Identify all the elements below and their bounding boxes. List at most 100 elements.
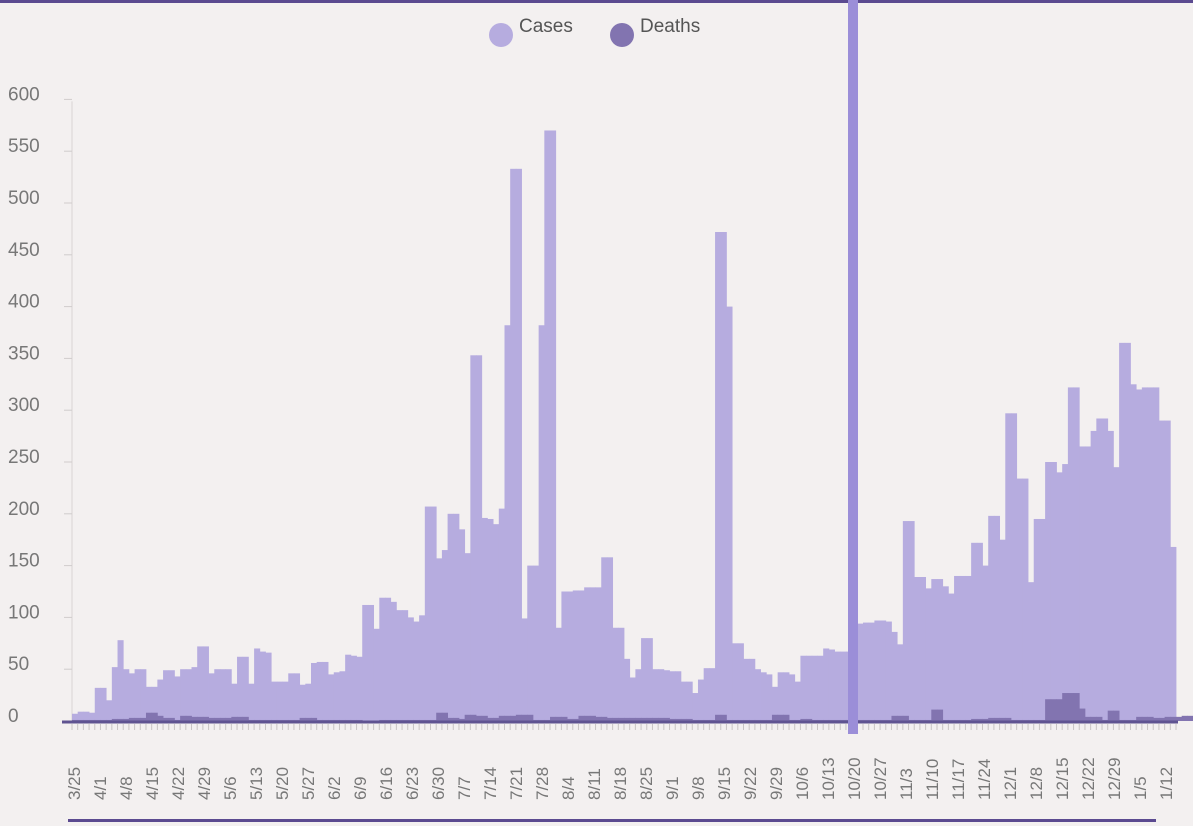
deaths-bar: [100, 719, 107, 721]
cases-bar: [823, 648, 830, 721]
deaths-bar: [77, 719, 84, 721]
deaths-bar: [982, 718, 989, 721]
deaths-bar: [914, 719, 921, 721]
deaths-bar: [128, 717, 135, 721]
deaths-bar: [954, 719, 961, 721]
x-tick-label: 11/3: [897, 768, 916, 800]
cases-bar: [282, 681, 289, 721]
legend-item-cases[interactable]: Cases: [489, 16, 573, 47]
cases-bar: [595, 587, 602, 721]
x-tick-label: 11/17: [949, 759, 968, 800]
deaths-bar: [379, 719, 386, 721]
deaths-bar: [288, 719, 295, 721]
deaths-bar: [652, 717, 659, 721]
cases-bar: [675, 671, 682, 721]
deaths-bar: [680, 718, 687, 721]
cases-bar: [766, 674, 773, 721]
cases-bar: [402, 610, 409, 721]
cases-bar: [1062, 464, 1069, 721]
deaths-bar: [328, 719, 335, 721]
y-tick-label: 350: [8, 343, 40, 364]
deaths-bar: [1107, 710, 1114, 721]
deaths-bar: [208, 717, 215, 721]
deaths-bar: [1096, 716, 1103, 721]
cases-bar: [367, 604, 375, 721]
deaths-bar: [402, 719, 409, 721]
legend-item-deaths[interactable]: Deaths: [610, 16, 700, 47]
deaths-bar: [1124, 719, 1131, 721]
cases-bar: [914, 576, 921, 721]
cases-bar: [931, 579, 938, 721]
x-tick-label: 9/15: [715, 767, 734, 800]
deaths-bar: [345, 719, 352, 721]
y-tick-label: 100: [8, 602, 40, 623]
deaths-bar: [94, 719, 101, 721]
cases-bar: [703, 668, 710, 721]
deaths-bar: [806, 718, 813, 721]
deaths-bar: [880, 719, 887, 721]
deaths-bar: [584, 715, 591, 721]
x-tick-label: 9/29: [767, 767, 786, 800]
deaths-bar: [1005, 717, 1012, 721]
cases-bar: [515, 168, 522, 721]
cases-bar: [1102, 418, 1109, 721]
x-tick-label: 5/6: [221, 776, 240, 800]
cases-bar: [350, 655, 357, 721]
cases-bar: [464, 553, 471, 721]
deaths-bar: [106, 719, 113, 721]
cases-bar: [328, 674, 335, 721]
cases-bar: [1158, 420, 1166, 721]
cases-bar: [857, 623, 864, 721]
deaths-bar: [1016, 719, 1023, 721]
cases-bar: [834, 651, 841, 721]
cases-bar: [470, 355, 477, 721]
cases-bar: [1022, 478, 1029, 721]
cases-bar: [1153, 387, 1160, 721]
deaths-bar: [441, 712, 448, 721]
cases-bar: [1067, 387, 1074, 721]
highlight-marker-line: [848, 0, 858, 734]
cases-bar: [624, 658, 631, 721]
cases-bar: [868, 622, 875, 721]
deaths-bar: [840, 719, 847, 721]
deaths-bar: [1181, 715, 1188, 721]
deaths-bar: [527, 714, 534, 721]
cases-bar: [316, 661, 323, 721]
deaths-bar: [470, 714, 477, 721]
cases-bar: [976, 542, 983, 721]
cases-bar: [726, 306, 733, 721]
cases-bar: [897, 644, 904, 721]
deaths-bar: [868, 719, 875, 721]
deaths-bar: [515, 714, 522, 721]
cases-bar: [157, 679, 164, 721]
deaths-bar: [902, 715, 909, 721]
cases-bar: [225, 669, 232, 721]
cases-bar: [373, 628, 380, 721]
deaths-bar: [197, 716, 204, 721]
cases-bar: [1010, 413, 1018, 721]
x-tick-label: 10/27: [871, 757, 890, 800]
cases-bar: [94, 687, 101, 721]
deaths-bar: [743, 719, 750, 721]
cases-bar: [259, 651, 266, 721]
deaths-bar: [1164, 716, 1171, 721]
deaths-bar: [117, 718, 124, 721]
deaths-bar: [1153, 717, 1160, 721]
deaths-bar: [231, 716, 238, 721]
deaths-bar: [624, 717, 631, 721]
x-tick-label: 9/1: [663, 776, 682, 800]
cases-bar: [1136, 389, 1143, 721]
cases-bar: [840, 651, 847, 721]
deaths-bar: [532, 719, 540, 721]
deaths-bar: [919, 719, 927, 721]
deaths-bar: [567, 718, 574, 721]
deaths-bar: [663, 717, 670, 721]
deaths-bar: [1136, 716, 1143, 721]
deaths-bar: [1067, 693, 1074, 721]
bottom-border: [68, 819, 1156, 822]
cases-bar: [612, 627, 619, 721]
cases-bar: [151, 686, 158, 721]
x-tick-label: 12/22: [1079, 757, 1098, 800]
cases-bar: [254, 648, 261, 721]
cases-bar: [384, 597, 392, 721]
